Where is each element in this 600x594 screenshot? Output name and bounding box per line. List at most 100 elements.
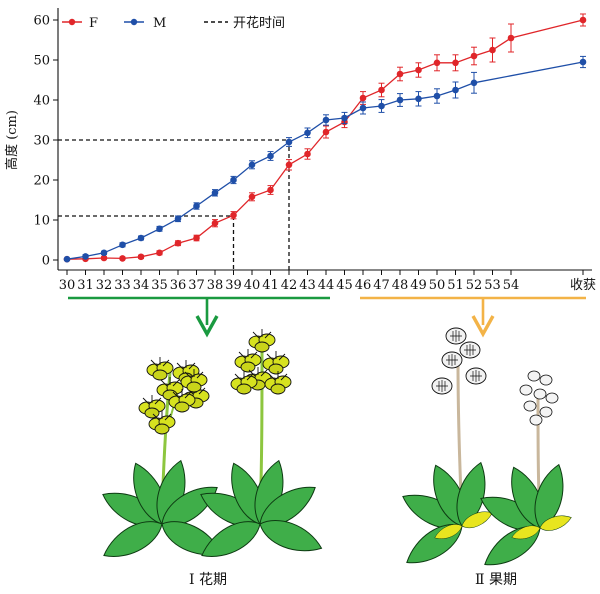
fruiting-arrow-head xyxy=(471,315,495,338)
flowering-arrow-head xyxy=(195,315,219,338)
data-point xyxy=(82,253,89,260)
data-point xyxy=(359,94,367,102)
x-tick-label: 44 xyxy=(318,278,335,293)
x-tick-label: 35 xyxy=(151,278,168,293)
legend-dashed-label: 开花时间 xyxy=(233,15,285,31)
y-ticks: 0 10 20 30 40 50 60 xyxy=(33,14,58,269)
x-tick-label: 47 xyxy=(373,278,390,293)
data-point xyxy=(433,92,441,100)
data-point xyxy=(248,193,256,201)
y-tick-label: 0 xyxy=(42,254,50,269)
legend-m-marker xyxy=(130,18,138,26)
data-point xyxy=(156,249,163,257)
x-tick-label: 33 xyxy=(114,278,131,293)
series-f xyxy=(63,13,587,263)
axes: 高度 (cm) xyxy=(4,8,592,271)
leaves xyxy=(397,458,496,572)
data-point xyxy=(341,114,348,122)
flowering-stage-label: Ⅰ 花期 xyxy=(189,572,227,588)
data-point xyxy=(156,225,163,233)
y-tick-label: 10 xyxy=(33,214,50,229)
data-point xyxy=(230,176,237,184)
data-point xyxy=(322,128,330,136)
x-ticks: 30 31 32 33 34 35 36 37 38 39 40 41 42 43 44 45 46 47 48 49… xyxy=(59,270,596,293)
data-point xyxy=(470,52,478,60)
x-tick-label: 30 xyxy=(59,278,76,293)
data-point xyxy=(285,161,293,169)
data-point xyxy=(267,152,274,160)
leaves xyxy=(475,460,574,574)
series-line xyxy=(66,61,584,260)
data-point xyxy=(174,239,182,247)
flower-cluster xyxy=(138,356,210,435)
x-tick-label: 36 xyxy=(170,278,187,293)
x-tick-label: 收获 xyxy=(570,278,596,293)
data-point xyxy=(63,255,71,263)
y-tick-label: 30 xyxy=(33,134,50,149)
bud-cluster xyxy=(519,370,559,426)
x-tick-label: 38 xyxy=(207,278,224,293)
x-tick-label: 48 xyxy=(392,278,409,293)
data-point xyxy=(433,59,441,67)
x-tick-label: 43 xyxy=(299,278,316,293)
y-tick-label: 50 xyxy=(33,54,50,69)
data-point xyxy=(378,102,385,110)
y-tick-label: 60 xyxy=(33,14,50,29)
legend-f-label: F xyxy=(89,16,98,31)
data-point xyxy=(359,104,367,112)
data-point xyxy=(507,34,515,42)
data-point xyxy=(415,66,422,74)
data-point xyxy=(396,70,404,78)
x-tick-label: 49 xyxy=(410,278,427,293)
x-tick-label: 52 xyxy=(466,278,483,293)
x-tick-label: 34 xyxy=(133,278,150,293)
x-tick-label: 50 xyxy=(429,278,446,293)
x-tick-label: 45 xyxy=(336,278,353,293)
x-tick-label: 51 xyxy=(447,278,464,293)
x-tick-label: 32 xyxy=(96,278,113,293)
fruiting-plant-left xyxy=(397,327,496,572)
x-tick-label: 31 xyxy=(77,278,94,293)
data-point xyxy=(579,58,587,66)
data-point xyxy=(193,234,200,242)
data-point xyxy=(304,129,311,137)
data-point xyxy=(322,116,330,124)
fruiting-plant-right xyxy=(475,370,574,574)
flower-cluster xyxy=(230,328,292,395)
series-m xyxy=(63,55,587,263)
data-point xyxy=(119,255,126,262)
data-point xyxy=(137,253,145,261)
data-point xyxy=(211,189,219,197)
data-point xyxy=(211,219,219,227)
series-layer xyxy=(63,13,587,263)
x-tick-label: 54 xyxy=(503,278,520,293)
x-tick-label: 37 xyxy=(188,278,205,293)
data-point xyxy=(579,16,587,24)
y-tick-label: 20 xyxy=(33,174,50,189)
y-tick-label: 40 xyxy=(33,94,50,109)
data-point xyxy=(230,211,237,219)
data-point xyxy=(285,138,293,146)
data-point xyxy=(119,241,126,249)
data-point xyxy=(137,234,145,242)
flowering-plant-left xyxy=(97,356,227,567)
flowering-bracket xyxy=(68,296,330,338)
data-point xyxy=(452,59,459,67)
data-point xyxy=(248,161,256,169)
data-point xyxy=(396,96,404,104)
x-tick-label: 53 xyxy=(484,278,501,293)
x-tick-label: 41 xyxy=(262,278,279,293)
data-point xyxy=(415,95,422,103)
data-point xyxy=(452,86,459,94)
x-tick-label: 42 xyxy=(281,278,298,293)
data-point xyxy=(378,86,385,94)
reference-lines xyxy=(58,139,290,270)
flowering-plant-right xyxy=(195,328,327,566)
data-point xyxy=(193,202,200,210)
data-point xyxy=(267,186,274,194)
x-tick-label: 39 xyxy=(225,278,242,293)
data-point xyxy=(470,79,478,87)
data-point xyxy=(304,150,311,158)
